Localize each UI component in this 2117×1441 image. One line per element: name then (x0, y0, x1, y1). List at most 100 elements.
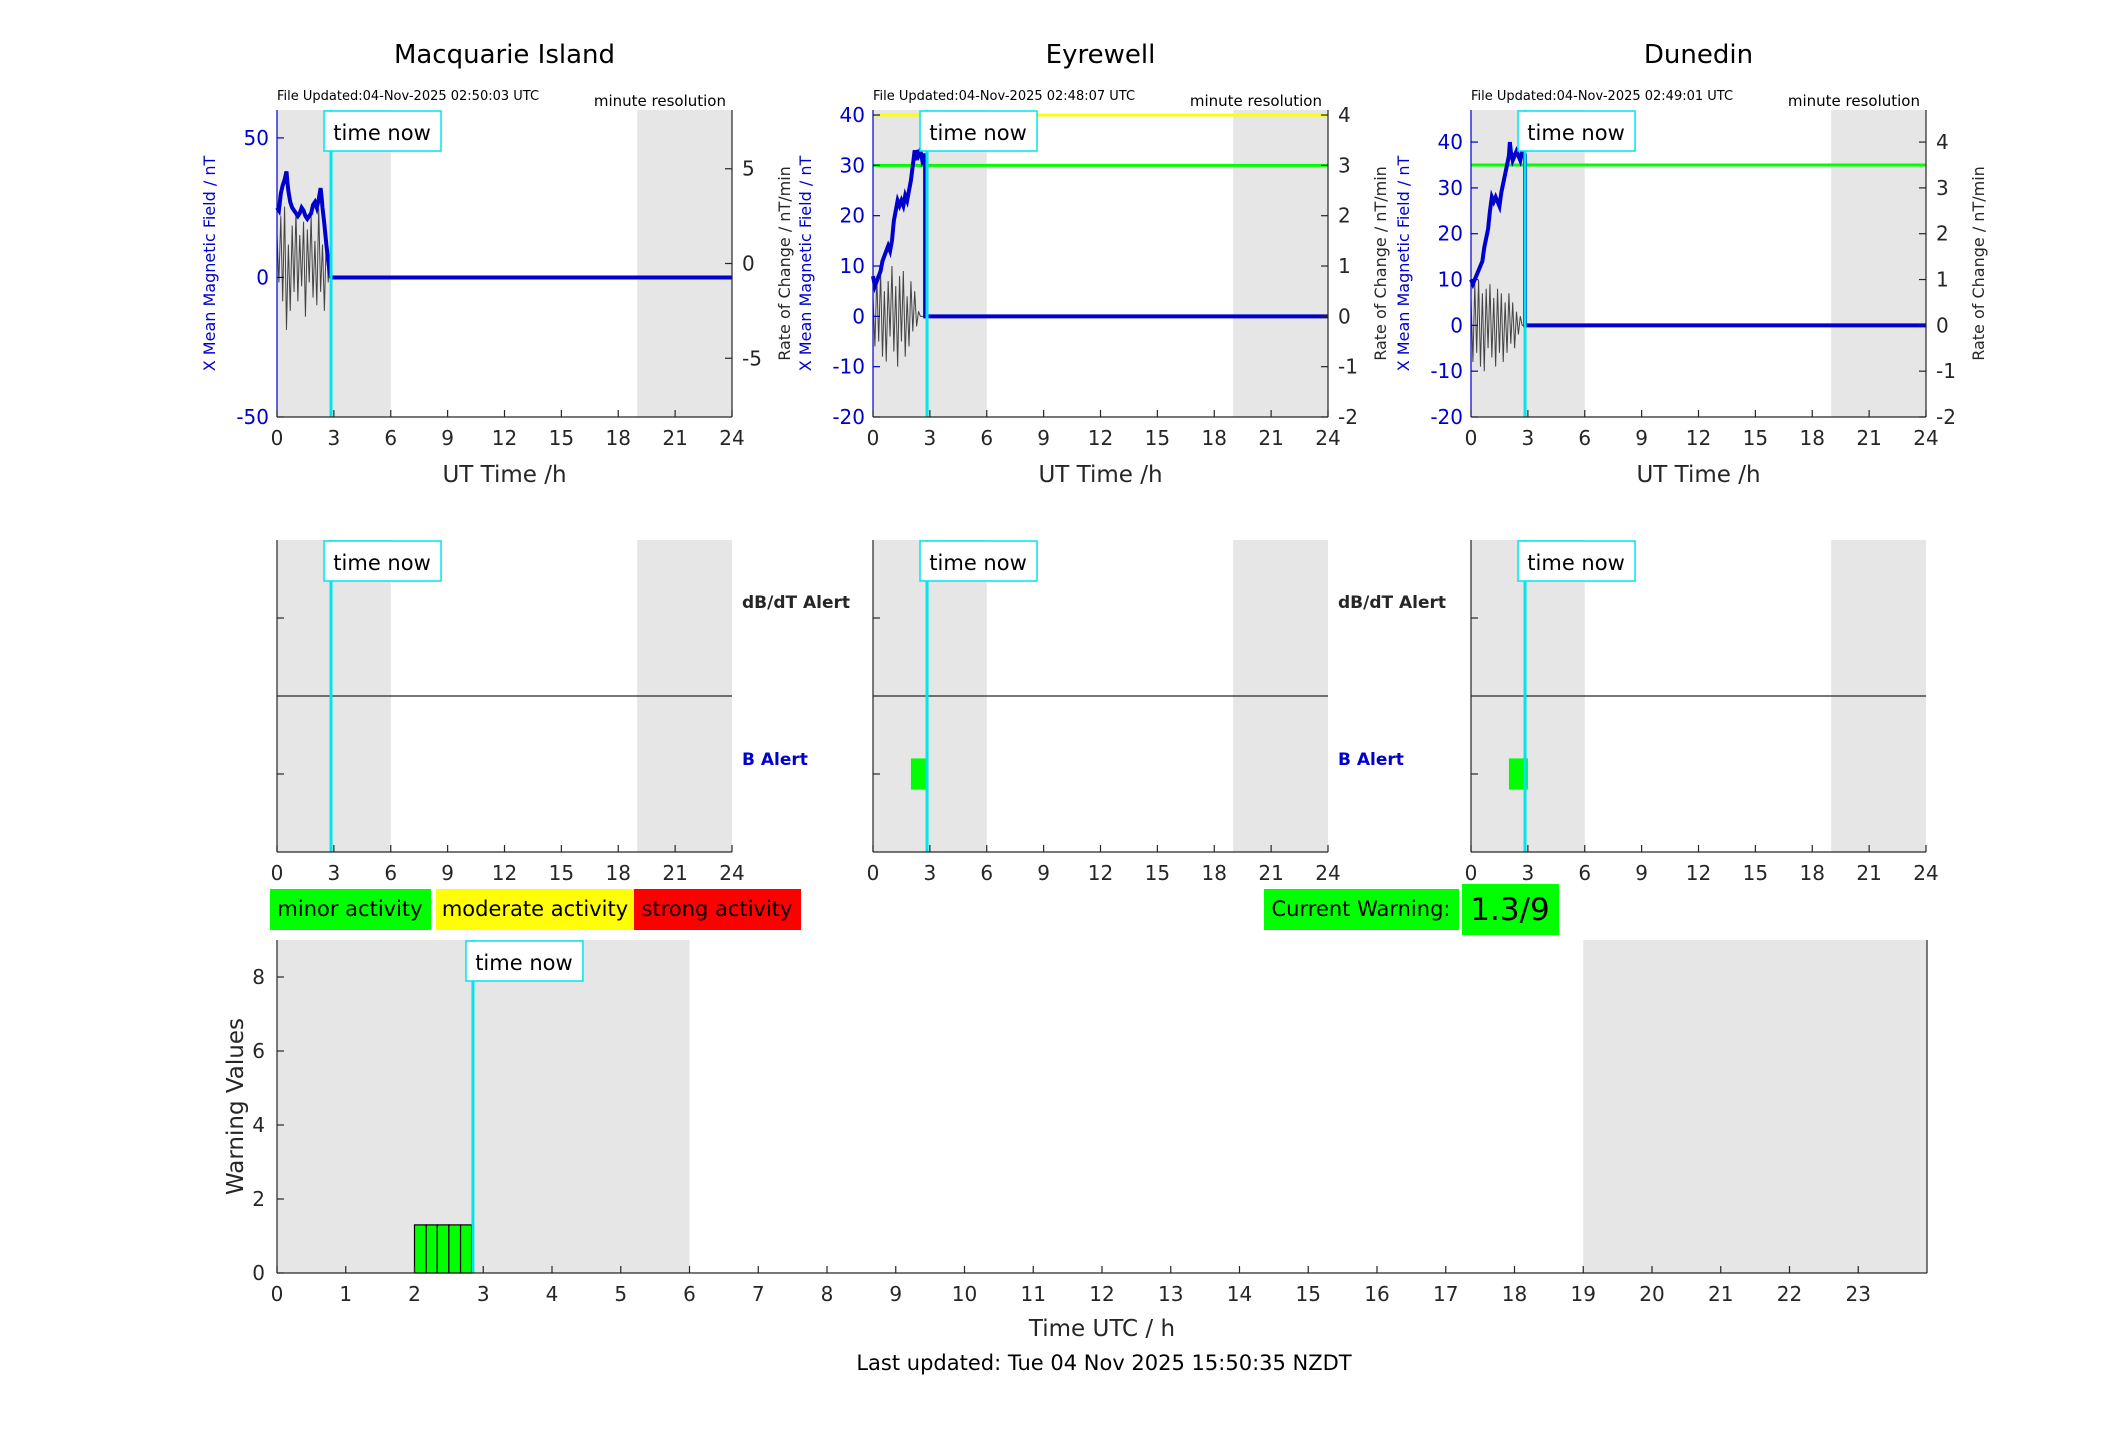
y-tick-label-left: 10 (1438, 268, 1463, 292)
x-axis-label: Time UTC / h (1028, 1316, 1175, 1342)
y-tick-label-left: 40 (1438, 130, 1463, 154)
current-warning-label: Current Warning: (1272, 897, 1451, 921)
warning-bar (436, 1224, 450, 1274)
y-tick-label-left: -10 (832, 355, 865, 379)
x-tick-label: 23 (1846, 1282, 1871, 1306)
x-tick-label: 6 (384, 861, 397, 885)
x-tick-label: 6 (980, 861, 993, 885)
x-tick-label: 21 (1856, 426, 1881, 450)
night-shading (1471, 110, 1585, 417)
last-updated: Last updated: Tue 04 Nov 2025 15:50:35 N… (856, 1351, 1351, 1375)
x-tick-label: 16 (1364, 1282, 1389, 1306)
y-tick-label-left: 20 (1438, 222, 1463, 246)
b-alert-label: B Alert (1338, 750, 1404, 770)
time-now-label: time now (1527, 121, 1624, 145)
y-tick-label-left: 30 (840, 153, 865, 177)
x-tick-label: 0 (1465, 861, 1478, 885)
x-tick-label: 0 (271, 861, 284, 885)
x-tick-label: 18 (606, 861, 631, 885)
station-panel: Macquarie Island File Updated:04-Nov-2025… (200, 40, 794, 488)
station-title: Eyrewell (1046, 40, 1156, 70)
resolution-label: minute resolution (1788, 92, 1920, 110)
x-tick-label: 24 (1913, 861, 1938, 885)
y-tick-label-right: 3 (1936, 176, 1949, 200)
x-tick-label: 15 (1743, 861, 1768, 885)
y-tick-label: 6 (252, 1039, 265, 1063)
x-tick-label: 15 (1145, 426, 1170, 450)
time-now-label: time now (475, 951, 572, 975)
y-tick-label-left: -20 (1430, 405, 1463, 429)
x-tick-label: 19 (1571, 1282, 1596, 1306)
y-axis-label-right: Rate of Change / nT/min (1371, 166, 1390, 361)
y-tick-label-left: -50 (236, 405, 269, 429)
magnetic-field-series (275, 170, 732, 280)
x-tick-label: 11 (1021, 1282, 1046, 1306)
legend-moderate-label: moderate activity (442, 897, 628, 921)
x-tick-label: 14 (1227, 1282, 1252, 1306)
x-tick-label: 0 (271, 1282, 284, 1306)
y-tick-label-right: 5 (742, 157, 755, 181)
x-tick-label: 9 (1037, 426, 1050, 450)
y-tick-label-left: 0 (1450, 313, 1463, 337)
x-tick-label: 17 (1433, 1282, 1458, 1306)
warning-bar (459, 1224, 473, 1274)
station-title: Macquarie Island (394, 40, 615, 70)
x-tick-label: 9 (889, 1282, 902, 1306)
y-tick-label: 2 (252, 1187, 265, 1211)
x-tick-label: 9 (1635, 861, 1648, 885)
x-tick-label: 21 (1856, 861, 1881, 885)
dbdt-alert-label: dB/dT Alert (742, 593, 850, 613)
x-axis-label: UT Time /h (1636, 462, 1760, 488)
y-tick-label-right: 2 (1338, 204, 1351, 228)
night-shading (1233, 110, 1328, 417)
rate-of-change-series (872, 266, 926, 367)
file-updated: File Updated:04-Nov-2025 02:49:01 UTC (1471, 89, 1733, 104)
time-now-box (1517, 110, 1636, 152)
x-tick-label: 20 (1639, 1282, 1664, 1306)
y-axis-label: Warning Values (223, 1018, 249, 1195)
x-axis-label: UT Time /h (442, 462, 566, 488)
y-tick-label-right: 0 (1936, 313, 1949, 337)
alert-panel: time now 0 3 6 9 12 15 18 21 24 dB/dT Alert B Alert (271, 540, 850, 885)
y-tick-label-right: 1 (1936, 268, 1949, 292)
legend-minor-label: minor activity (277, 897, 422, 921)
time-now-label: time now (929, 121, 1026, 145)
dbdt-alert-label: dB/dT Alert (1338, 593, 1446, 613)
x-tick-label: 0 (271, 426, 284, 450)
rate-of-change-series (276, 206, 332, 330)
x-tick-label: 21 (1258, 861, 1283, 885)
time-now-box (323, 540, 442, 582)
x-tick-label: 9 (1037, 861, 1050, 885)
x-tick-label: 12 (1088, 426, 1113, 450)
x-tick-label: 0 (867, 861, 880, 885)
b-alert-bar (910, 758, 928, 790)
y-tick-label-right: 4 (1936, 130, 1949, 154)
y-tick-label-left: -20 (832, 405, 865, 429)
y-axis-label-left: X Mean Magnetic Field / nT (796, 156, 815, 372)
x-tick-label: 7 (752, 1282, 765, 1306)
warning-bar (448, 1224, 462, 1274)
time-now-box (1517, 540, 1636, 582)
time-now-label: time now (333, 121, 430, 145)
y-tick-label-right: 4 (1338, 103, 1351, 127)
x-tick-label: 12 (492, 426, 517, 450)
y-tick-label-left: 20 (840, 204, 865, 228)
x-tick-label: 6 (1578, 426, 1591, 450)
y-tick-label-right: 2 (1936, 222, 1949, 246)
current-warning-value-box (1462, 884, 1559, 935)
x-tick-label: 9 (441, 861, 454, 885)
x-tick-label: 18 (1800, 861, 1825, 885)
y-tick-label-right: 0 (742, 252, 755, 276)
y-tick-label-right: 0 (1338, 304, 1351, 328)
y-tick-label: 4 (252, 1113, 265, 1137)
file-updated: File Updated:04-Nov-2025 02:50:03 UTC (277, 89, 539, 104)
x-tick-label: 21 (1258, 426, 1283, 450)
x-tick-label: 3 (328, 861, 341, 885)
y-tick-label-right: 1 (1338, 254, 1351, 278)
magnetic-field-series (1469, 141, 1926, 328)
x-tick-label: 15 (1743, 426, 1768, 450)
b-alert-label: B Alert (742, 750, 808, 770)
y-tick-label-right: -2 (1936, 405, 1956, 429)
x-tick-label: 3 (477, 1282, 490, 1306)
